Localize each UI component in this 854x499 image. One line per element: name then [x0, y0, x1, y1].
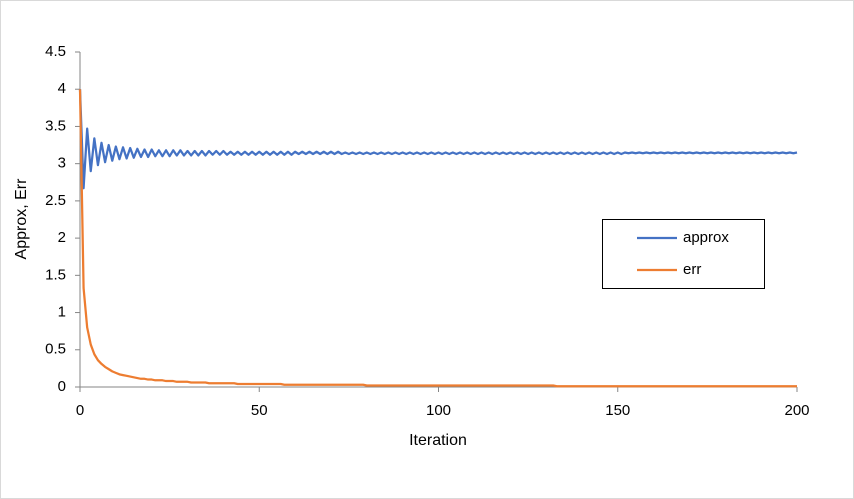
- y-tick-label: 3.5: [45, 117, 66, 134]
- x-tick-label: 50: [251, 402, 268, 419]
- y-tick-label: 0: [58, 378, 66, 395]
- x-tick-label: 0: [76, 402, 84, 419]
- y-tick-label: 3: [58, 155, 66, 172]
- y-tick-label: 1: [58, 304, 66, 321]
- x-tick-label: 100: [426, 402, 451, 419]
- y-tick-label: 1.5: [45, 266, 66, 283]
- y-tick-label: 2: [58, 229, 66, 246]
- y-tick-label: 2.5: [45, 192, 66, 209]
- x-tick-label: 150: [605, 402, 630, 419]
- y-tick-label: 0.5: [45, 341, 66, 358]
- x-tick-label: 200: [784, 402, 809, 419]
- x-axis-title: Iteration: [409, 432, 467, 449]
- legend-label: err: [683, 261, 701, 278]
- legend: approx err: [602, 219, 765, 289]
- line-series: [78, 89, 797, 388]
- legend-box: [602, 219, 765, 289]
- legend-label: approx: [683, 229, 729, 246]
- y-tick-label: 4.5: [45, 43, 66, 60]
- line-series: [78, 89, 798, 190]
- y-tick-label: 4: [58, 80, 66, 97]
- y-axis-title: Approx, Err: [13, 178, 30, 260]
